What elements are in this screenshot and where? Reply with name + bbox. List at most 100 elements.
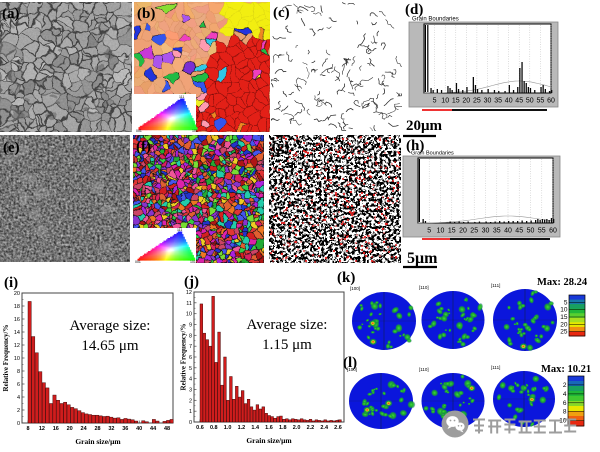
svg-text:1.0: 1.0 — [224, 425, 232, 431]
svg-text:0.8: 0.8 — [210, 425, 218, 431]
svg-text:5: 5 — [564, 299, 568, 306]
svg-text:101: 101 — [190, 260, 196, 263]
svg-text:(c): (c) — [273, 5, 290, 21]
svg-text:111: 111 — [177, 228, 182, 232]
svg-text:55: 55 — [537, 98, 545, 105]
svg-text:6: 6 — [189, 355, 192, 361]
svg-text:60: 60 — [547, 98, 555, 105]
svg-text:(e): (e) — [3, 140, 20, 156]
svg-text:25: 25 — [473, 98, 481, 105]
svg-text:[111]: [111] — [491, 365, 500, 370]
svg-text:20: 20 — [560, 321, 568, 328]
svg-text:12: 12 — [39, 426, 45, 432]
svg-text:16: 16 — [53, 426, 59, 432]
svg-text:8: 8 — [26, 426, 29, 432]
svg-text:2.2: 2.2 — [307, 425, 315, 431]
svg-text:16: 16 — [14, 317, 20, 323]
svg-text:2: 2 — [563, 382, 567, 389]
svg-text:10: 10 — [437, 228, 445, 235]
svg-text:45: 45 — [515, 228, 523, 235]
svg-text:10: 10 — [186, 312, 192, 318]
svg-text:1.2: 1.2 — [238, 425, 246, 431]
svg-text:20: 20 — [14, 291, 20, 297]
svg-text:(i): (i) — [4, 275, 18, 291]
svg-text:10: 10 — [559, 418, 567, 425]
svg-text:1.4: 1.4 — [251, 425, 260, 431]
svg-text:5: 5 — [433, 98, 437, 105]
svg-text:6: 6 — [563, 400, 567, 407]
svg-text:4: 4 — [563, 391, 567, 398]
svg-text:0: 0 — [17, 421, 20, 427]
svg-text:(a): (a) — [2, 6, 20, 22]
svg-text:14.65 μm: 14.65 μm — [81, 338, 139, 354]
svg-text:Grain Boundaries: Grain Boundaries — [411, 151, 454, 157]
svg-text:(k): (k) — [337, 270, 355, 286]
svg-text:18: 18 — [14, 304, 20, 310]
svg-text:15: 15 — [448, 228, 456, 235]
svg-text:Average size:: Average size: — [70, 318, 151, 334]
svg-text:8: 8 — [189, 333, 192, 339]
svg-text:40: 40 — [136, 426, 142, 432]
svg-text:7: 7 — [189, 344, 192, 350]
svg-text:60: 60 — [549, 228, 557, 235]
svg-text:3: 3 — [189, 388, 192, 394]
svg-text:15: 15 — [452, 98, 460, 105]
svg-text:4: 4 — [17, 395, 20, 401]
svg-text:001: 001 — [136, 129, 142, 132]
svg-text:111: 111 — [179, 95, 184, 99]
svg-text:55: 55 — [538, 228, 546, 235]
svg-text:35: 35 — [494, 98, 502, 105]
svg-text:12: 12 — [14, 343, 20, 349]
svg-text:Grain size/μm: Grain size/μm — [75, 437, 121, 446]
svg-text:0.6: 0.6 — [196, 425, 204, 431]
svg-text:2: 2 — [189, 398, 192, 404]
svg-text:(l): (l) — [343, 355, 357, 371]
svg-text:8: 8 — [563, 409, 567, 416]
svg-text:Grain size/μm: Grain size/μm — [246, 436, 292, 445]
svg-text:44: 44 — [150, 426, 157, 432]
svg-text:5: 5 — [427, 228, 431, 235]
svg-text:5: 5 — [189, 366, 192, 372]
svg-text:2.4: 2.4 — [320, 425, 329, 431]
svg-text:0: 0 — [189, 420, 192, 426]
svg-text:(f): (f) — [136, 139, 151, 155]
svg-text:[100]: [100] — [347, 367, 357, 372]
svg-text:1.6: 1.6 — [265, 425, 273, 431]
svg-text:2.0: 2.0 — [293, 425, 301, 431]
svg-text:[110]: [110] — [419, 367, 429, 372]
svg-text:(h): (h) — [406, 138, 424, 154]
svg-text:12: 12 — [186, 290, 192, 296]
svg-text:10: 10 — [560, 307, 568, 314]
svg-text:[110]: [110] — [419, 285, 429, 290]
svg-text:9: 9 — [189, 323, 192, 329]
svg-text:48: 48 — [164, 426, 170, 432]
svg-text:30: 30 — [482, 228, 490, 235]
svg-text:20: 20 — [459, 228, 467, 235]
svg-text:45: 45 — [515, 98, 523, 105]
svg-text:Max: 10.21: Max: 10.21 — [541, 364, 591, 375]
svg-text:4: 4 — [189, 377, 192, 383]
svg-text:28: 28 — [94, 426, 100, 432]
svg-text:11: 11 — [186, 301, 192, 307]
svg-text:[111]: [111] — [491, 283, 500, 288]
svg-text:20μm: 20μm — [406, 118, 443, 134]
svg-text:Average size:: Average size: — [247, 317, 328, 333]
svg-text:2.6: 2.6 — [334, 425, 342, 431]
svg-text:14: 14 — [14, 330, 20, 336]
svg-text:25: 25 — [470, 228, 478, 235]
svg-text:10: 10 — [14, 356, 20, 362]
svg-text:6: 6 — [17, 382, 20, 388]
svg-text:5μm: 5μm — [407, 250, 438, 267]
svg-text:2: 2 — [17, 408, 20, 414]
svg-text:30: 30 — [484, 98, 492, 105]
svg-text:1: 1 — [189, 409, 192, 415]
svg-text:32: 32 — [108, 426, 114, 432]
svg-text:8: 8 — [17, 369, 20, 375]
svg-text:36: 36 — [122, 426, 128, 432]
svg-text:001: 001 — [135, 260, 141, 263]
svg-text:(g): (g) — [272, 139, 290, 155]
svg-text:(j): (j) — [184, 274, 199, 290]
svg-text:(d): (d) — [405, 2, 423, 18]
svg-text:(b): (b) — [137, 6, 155, 22]
svg-text:Relative Frequency/%: Relative Frequency/% — [180, 324, 188, 391]
